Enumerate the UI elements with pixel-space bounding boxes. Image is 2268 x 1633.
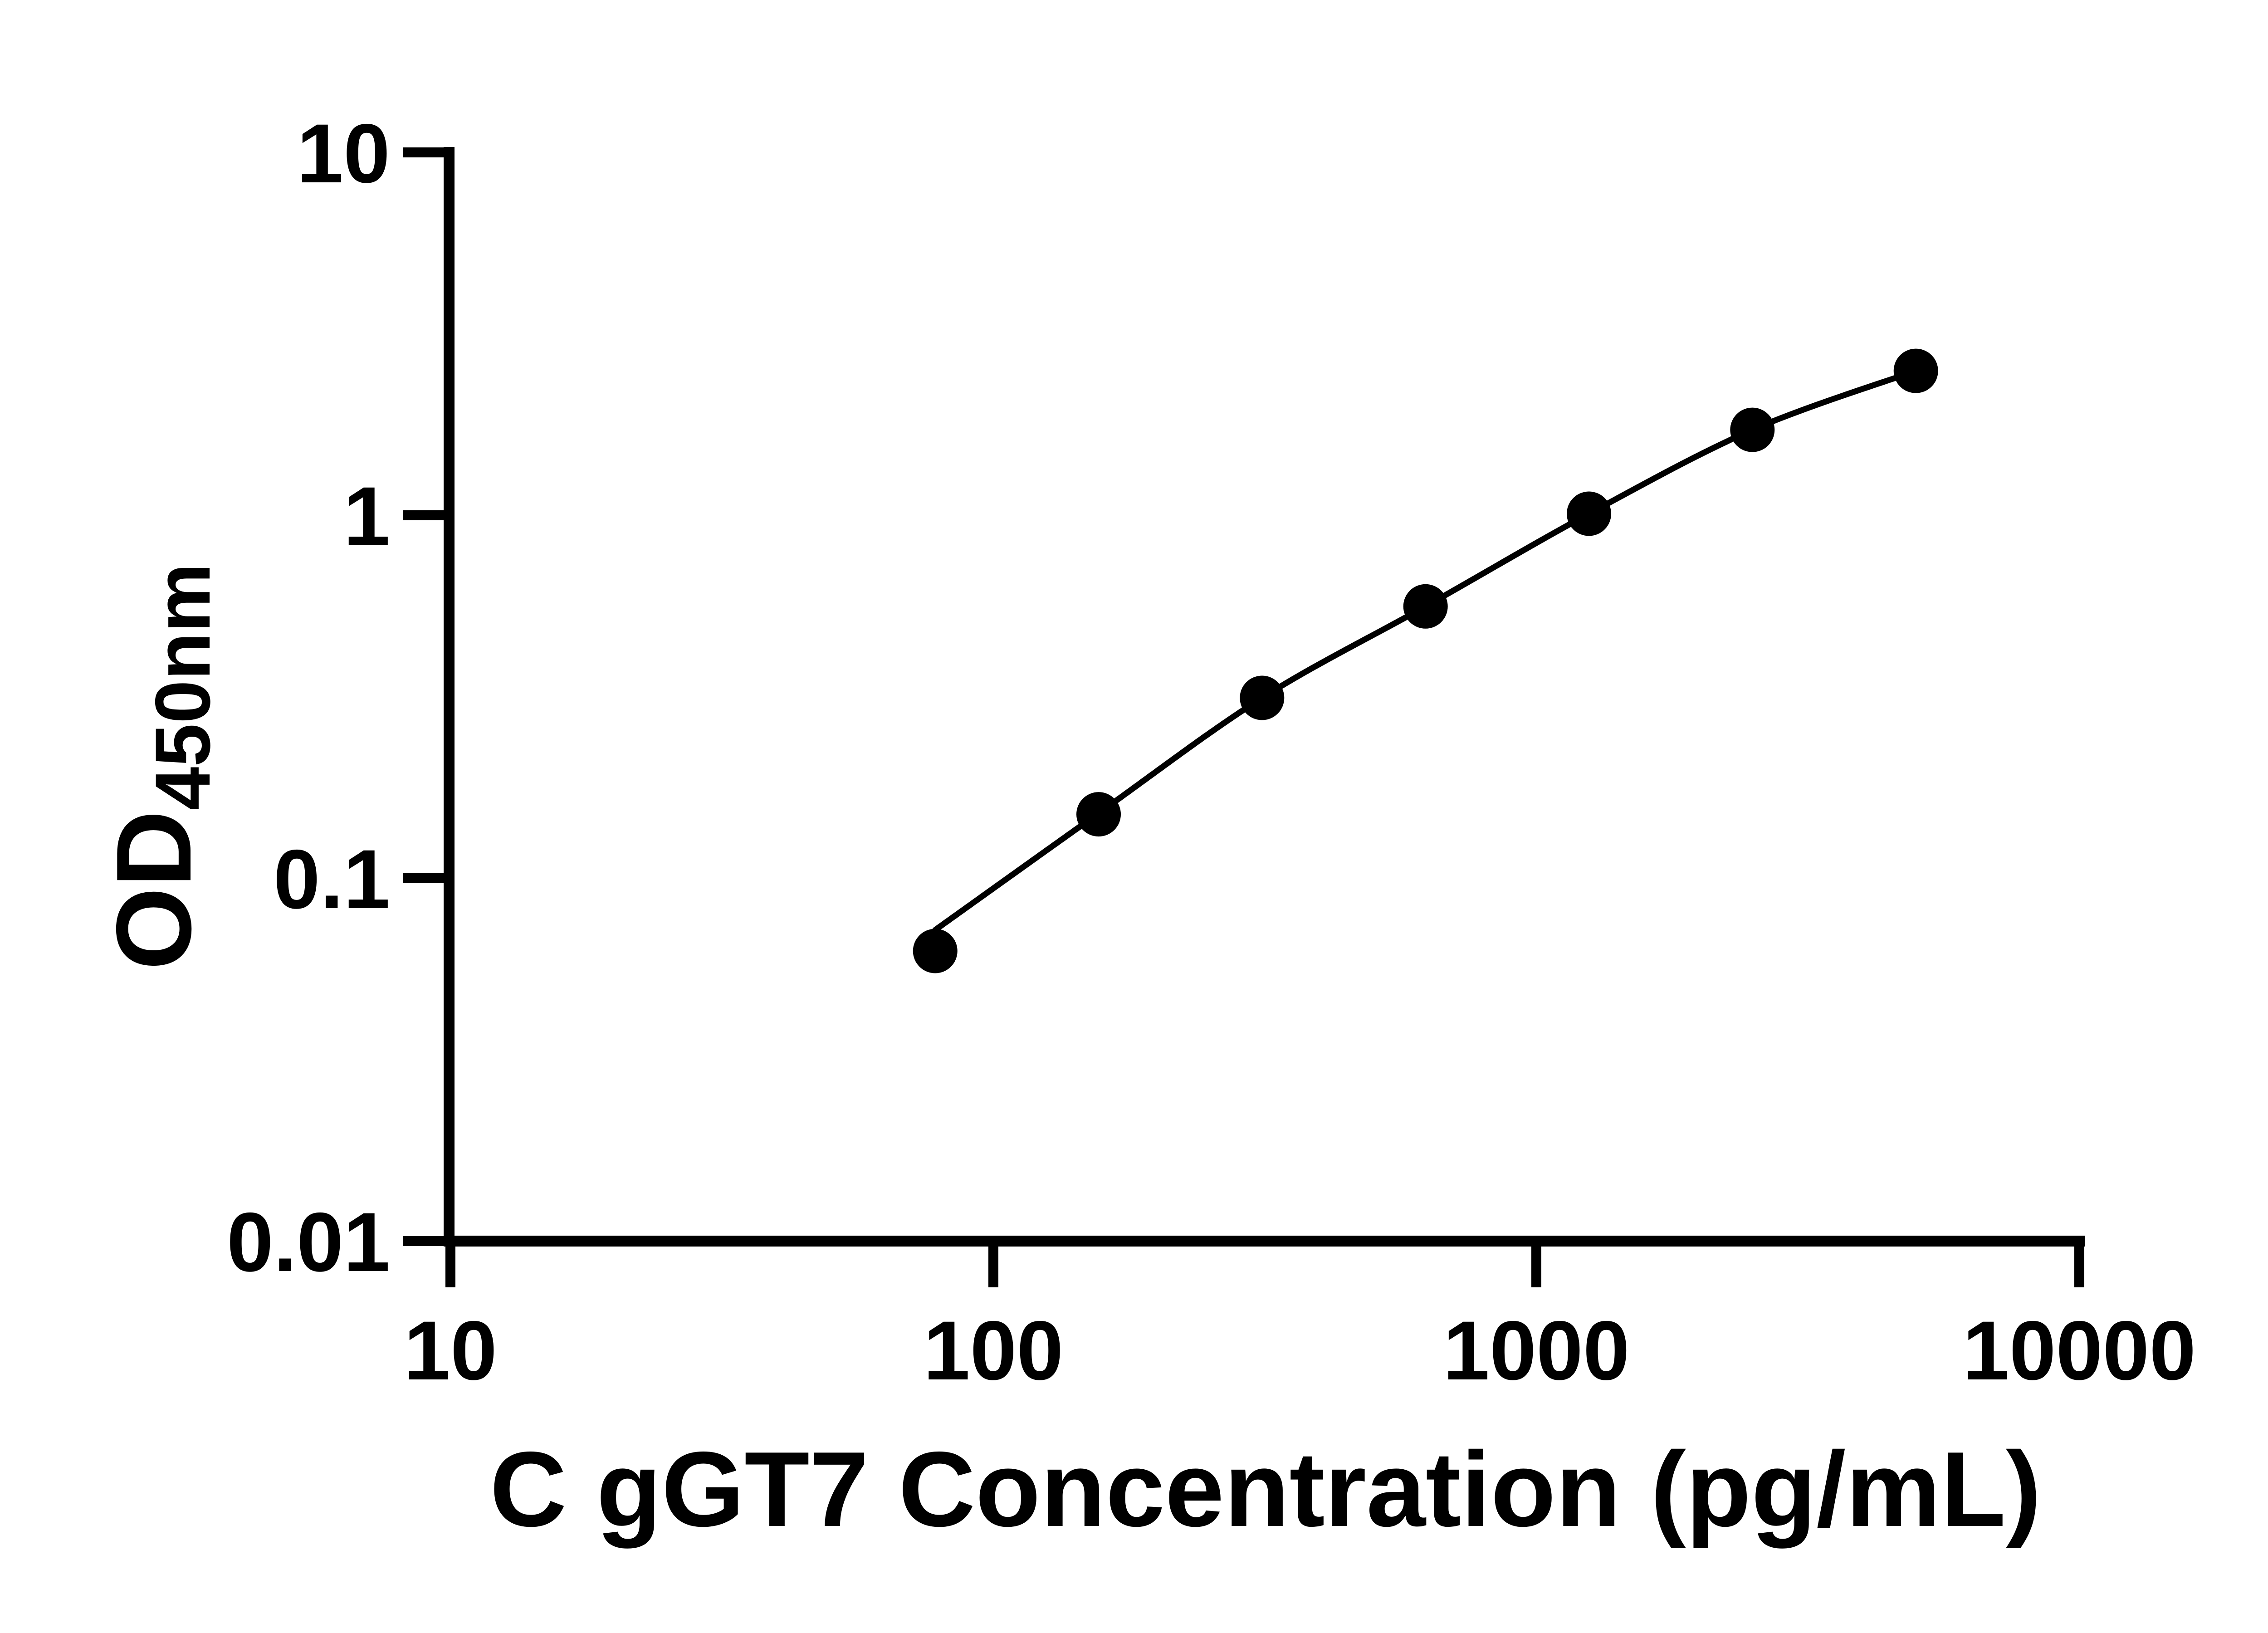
data-point-marker (913, 929, 958, 973)
y-tick-label: 10 (297, 107, 390, 200)
data-point-marker (1730, 407, 1775, 452)
data-point-marker (1567, 491, 1611, 536)
x-axis-title: C gGT7 Concentration (pg/mL) (490, 1429, 2041, 1549)
x-tick-label: 100 (924, 1304, 1064, 1398)
data-series (913, 348, 1938, 973)
fit-curve (932, 368, 1919, 933)
y-axis-title-subscript: 450nm (139, 563, 226, 810)
y-tick-label: 1 (343, 470, 390, 563)
axis-ticks (403, 147, 2084, 1287)
data-point-marker (1893, 348, 1938, 393)
data-point-marker (1403, 584, 1448, 629)
y-tick-label: 0.1 (274, 833, 390, 926)
x-tick-label: 10 (404, 1304, 497, 1398)
y-tick-label: 0.01 (227, 1196, 390, 1289)
data-point-marker (1240, 675, 1285, 720)
y-axis-title: OD450nm (94, 563, 226, 970)
data-point-marker (1076, 792, 1121, 837)
y-axis-title-main: OD (94, 810, 213, 970)
x-tick-label: 1000 (1443, 1304, 1630, 1398)
x-tick-label: 10000 (1963, 1304, 2196, 1398)
axes (444, 147, 2085, 1247)
